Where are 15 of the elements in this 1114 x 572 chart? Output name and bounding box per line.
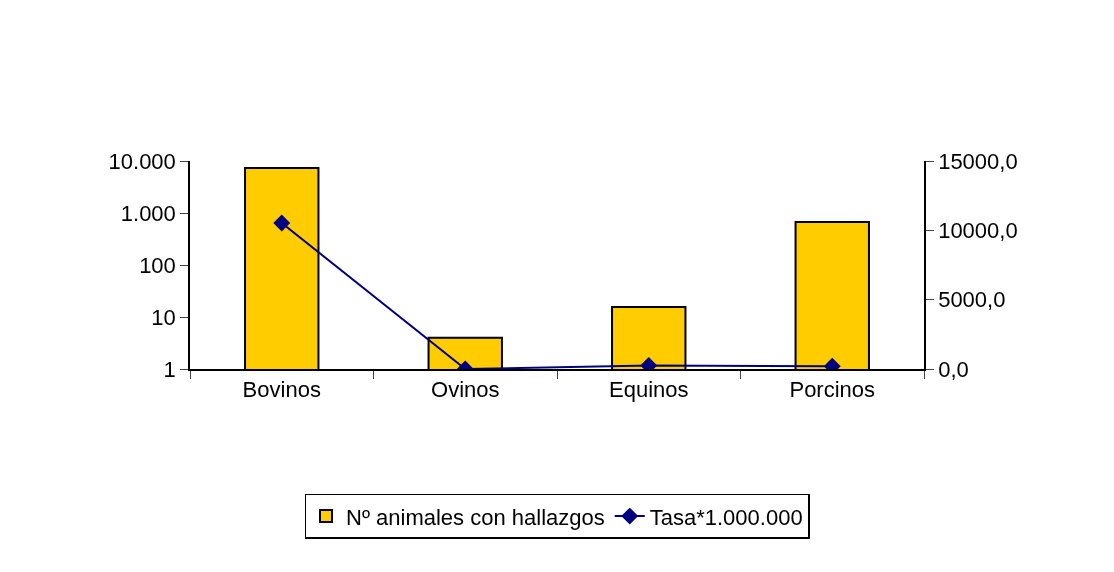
x-tick-label: Equinos (608, 377, 689, 403)
y-tick-label: 100 (139, 252, 176, 278)
y-tick-label: 10 (151, 304, 176, 330)
y2-tick-label: 5000,0 (938, 287, 1006, 313)
x-tick-label: Ovinos (431, 377, 500, 403)
y2-tick-label: 0,0 (938, 356, 969, 382)
y2-tick-label: 10000,0 (938, 218, 1018, 244)
legend-label: Tasa*1.000.000 (649, 504, 803, 530)
y-tick-label: 1.000 (120, 200, 176, 226)
legend-label: Nº animales con hallazgos (346, 504, 605, 530)
y-tick-label: 1 (163, 356, 176, 382)
y-tick-label: 10.000 (108, 148, 176, 174)
x-tick-label: Porcinos (789, 377, 876, 403)
y2-tick-label: 15000,0 (938, 148, 1018, 174)
x-tick-label: Bovinos (242, 377, 321, 403)
